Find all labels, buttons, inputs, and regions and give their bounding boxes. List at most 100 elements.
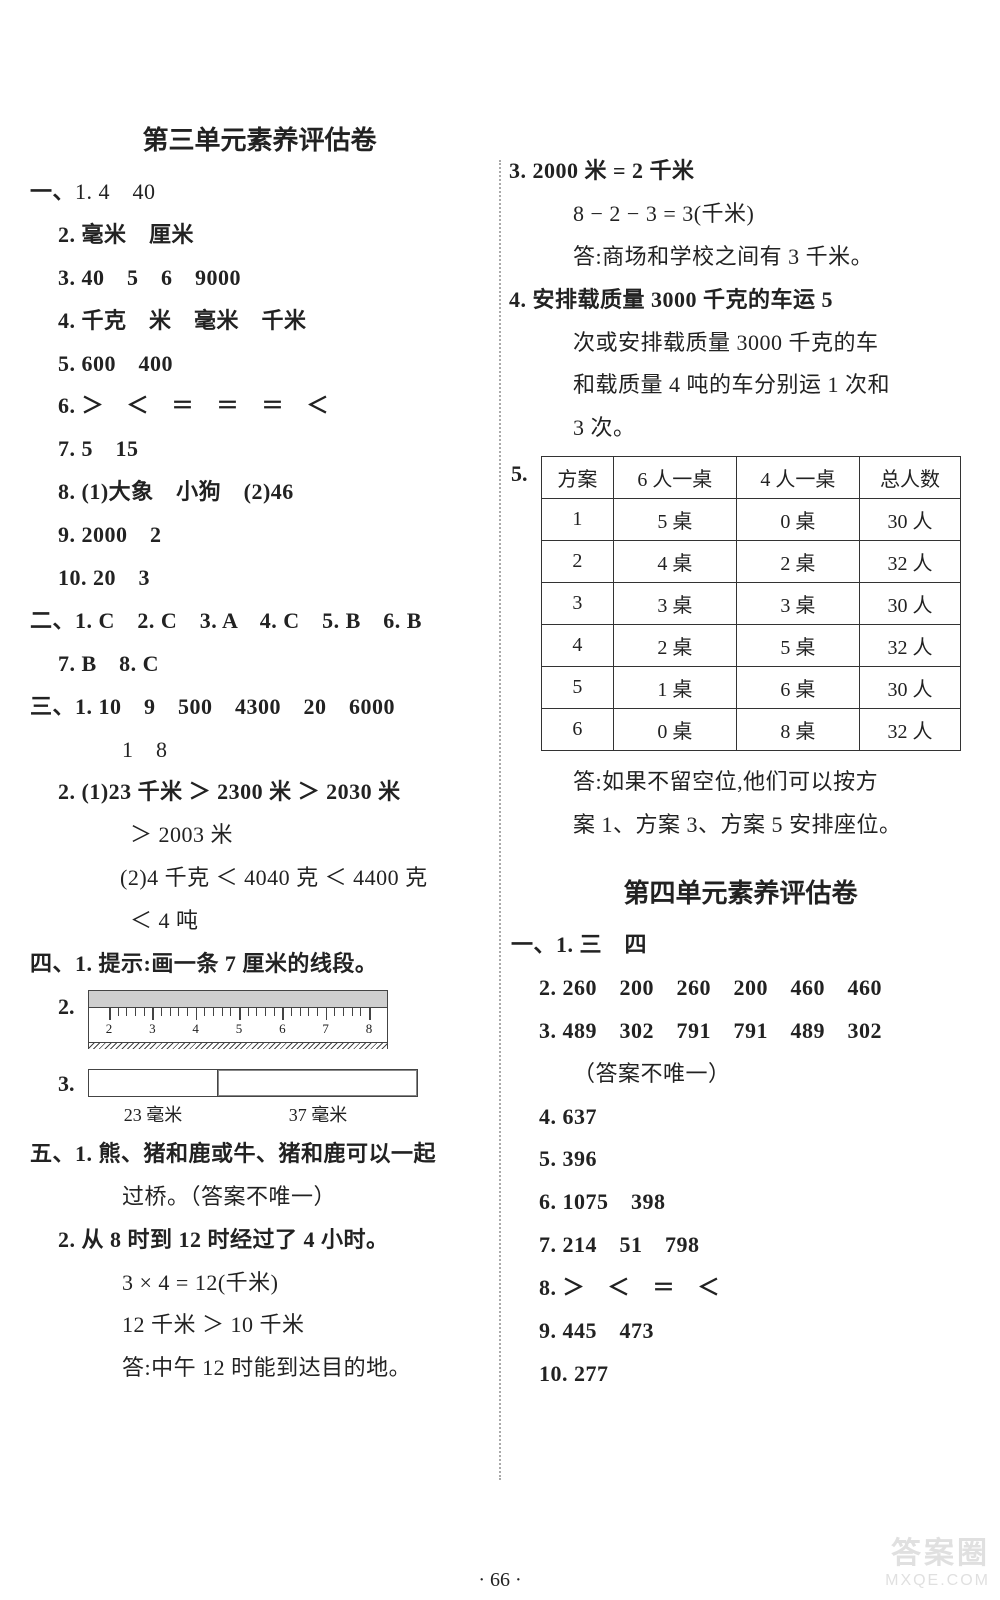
table-header-cell: 总人数: [859, 457, 960, 499]
u3-s1-p4: 4. 千克 米 毫米 千米: [90, 300, 489, 343]
table-row: 42 桌5 桌32 人: [542, 625, 961, 667]
rc-p3c: 答:商场和学校之间有 3 千米。: [573, 236, 970, 279]
rc-p3b: 8 − 2 − 3 = 3(千米): [573, 193, 970, 236]
right-column: 3. 2000 米 = 2 千米 8 − 2 − 3 = 3(千米) 答:商场和…: [501, 40, 980, 1520]
rc-p4d: 3 次。: [573, 407, 970, 450]
table-cell: 2: [542, 541, 614, 583]
table-cell: 1: [542, 499, 614, 541]
u4-p2: 2. 260 200 260 200 460 460: [571, 967, 970, 1010]
ruler-label: 4: [192, 1021, 199, 1037]
u3-s1-p2: 2. 毫米 厘米: [90, 214, 489, 257]
watermark: 答案圈 MXQE.COM: [885, 1528, 990, 1590]
ruler-label: 8: [366, 1021, 373, 1037]
u3-s3-r2c: (2)4 千克 ＜ 4040 克 ＜ 4400 克: [120, 857, 489, 900]
ruler-label: 6: [279, 1021, 286, 1037]
u4-p9: 9. 445 473: [571, 1310, 970, 1353]
table-cell: 6: [542, 709, 614, 751]
u3-s4-p3label: 3.: [58, 1063, 88, 1106]
table-cell: 1 桌: [613, 667, 736, 709]
table-cell: 2 桌: [613, 625, 736, 667]
table-cell: 6 桌: [736, 667, 859, 709]
watermark-line1: 答案圈: [885, 1528, 990, 1572]
u3-s4-p2label: 2.: [58, 986, 88, 1029]
table-cell: 30 人: [859, 583, 960, 625]
table-cell: 32 人: [859, 625, 960, 667]
u3-s5-p1b: 过桥。（答案不唯一）: [122, 1176, 489, 1219]
u3-s3-r2b: ＞ 2003 米: [130, 814, 489, 857]
table-cell: 8 桌: [736, 709, 859, 751]
left-column: 第三单元素养评估卷 一、1. 4 40 2. 毫米 厘米 3. 40 5 6 9…: [20, 40, 499, 1520]
u3-s1-p1: 1. 4 40: [75, 179, 156, 204]
ruler-label: 5: [236, 1021, 243, 1037]
table-cell: 30 人: [859, 667, 960, 709]
u3-s4-p1: 四、1. 提示:画一条 7 厘米的线段。: [62, 943, 489, 986]
table-cell: 3: [542, 583, 614, 625]
table-cell: 5: [542, 667, 614, 709]
u3-s3-r1: 三、1. 10 9 500 4300 20 6000: [62, 686, 489, 729]
u4-p4: 4. 637: [571, 1096, 970, 1139]
ruler-label: 2: [106, 1021, 113, 1037]
ruler-label: 3: [149, 1021, 156, 1037]
u3-s5-p2a: 2. 从 8 时到 12 时经过了 4 小时。: [90, 1219, 489, 1262]
u3-s1-p3: 3. 40 5 6 9000: [90, 257, 489, 300]
u4-p6: 6. 1075 398: [571, 1181, 970, 1224]
table-cell: 3 桌: [736, 583, 859, 625]
u3-s5-p2c: 12 千米 ＞ 10 千米: [122, 1304, 489, 1347]
rc-p3a: 3. 2000 米 = 2 千米: [541, 150, 970, 193]
table-cell: 32 人: [859, 541, 960, 583]
rc-p5label: 5.: [511, 450, 539, 498]
u3-s1-p6: 6. ＞ ＜ ＝ ＝ ＝ ＜: [90, 385, 489, 428]
table-cell: 2 桌: [736, 541, 859, 583]
seg-left-label: 23 毫米: [88, 1101, 218, 1127]
ruler-label: 7: [322, 1021, 329, 1037]
table-cell: 3 桌: [613, 583, 736, 625]
u3-s2-r2: 7. B 8. C: [90, 643, 489, 686]
segment-figure: 23 毫米 37 毫米: [88, 1069, 418, 1127]
table-header-cell: 4 人一桌: [736, 457, 859, 499]
table-cell: 4 桌: [613, 541, 736, 583]
seating-plan-table: 方案6 人一桌4 人一桌总人数15 桌0 桌30 人24 桌2 桌32 人33 …: [541, 456, 961, 751]
table-row: 15 桌0 桌30 人: [542, 499, 961, 541]
watermark-line2: MXQE.COM: [885, 1572, 990, 1590]
table-cell: 5 桌: [613, 499, 736, 541]
page-number: · 66 ·: [0, 1569, 1000, 1592]
u4-p10: 10. 277: [571, 1353, 970, 1396]
u3-s1-p7: 7. 5 15: [90, 428, 489, 471]
u3-s5-p1: 五、1. 熊、猪和鹿或牛、猪和鹿可以一起: [62, 1133, 489, 1176]
rc-p4b: 次或安排载质量 3000 千克的车: [573, 322, 970, 365]
rc-p4a: 4. 安排载质量 3000 千克的车运 5: [541, 279, 970, 322]
u4-p3: 3. 489 302 791 791 489 302: [571, 1010, 970, 1053]
u3-s2-r1: 二、1. C 2. C 3. A 4. C 5. B 6. B: [62, 600, 489, 643]
u3-s1-p8: 8. (1)大象 小狗 (2)46: [90, 471, 489, 514]
u4-p7: 7. 214 51 798: [571, 1224, 970, 1267]
table-row: 60 桌8 桌32 人: [542, 709, 961, 751]
u3-s5-p2b: 3 × 4 = 12(千米): [122, 1262, 489, 1305]
u3-s1-lead: 一、1. 4 40: [62, 171, 489, 214]
table-cell: 4: [542, 625, 614, 667]
table-cell: 0 桌: [736, 499, 859, 541]
table-row: 33 桌3 桌30 人: [542, 583, 961, 625]
u3-s3-r2a: 2. (1)23 千米 ＞ 2300 米 ＞ 2030 米: [90, 771, 489, 814]
table-cell: 32 人: [859, 709, 960, 751]
table-row: 24 桌2 桌32 人: [542, 541, 961, 583]
u3-s3-r1b: 1 8: [122, 729, 489, 772]
rc-p5ans1: 答:如果不留空位,他们可以按方: [573, 761, 970, 804]
seg-right-label: 37 毫米: [218, 1101, 418, 1127]
u3-s5-p2d: 答:中午 12 时能到达目的地。: [122, 1347, 489, 1390]
u3-s1-p5: 5. 600 400: [90, 343, 489, 386]
table-header-cell: 6 人一桌: [613, 457, 736, 499]
rc-p5ans2: 案 1、方案 3、方案 5 安排座位。: [573, 804, 970, 847]
unit4-title: 第四单元素养评估卷: [511, 873, 970, 910]
table-cell: 5 桌: [736, 625, 859, 667]
rc-p4c: 和载质量 4 吨的车分别运 1 次和: [573, 364, 970, 407]
u3-s1-p10: 10. 20 3: [90, 557, 489, 600]
table-cell: 30 人: [859, 499, 960, 541]
unit3-title: 第三单元素养评估卷: [30, 120, 489, 157]
table-header-cell: 方案: [542, 457, 614, 499]
u4-p5: 5. 396: [571, 1138, 970, 1181]
ruler-figure: 2 3 4 5 6 7 8: [88, 990, 388, 1049]
u4-p1: 一、1. 三 四: [543, 924, 970, 967]
u4-p8: 8. ＞ ＜ ＝ ＜: [571, 1267, 970, 1310]
table-row: 51 桌6 桌30 人: [542, 667, 961, 709]
u3-s1-p9: 9. 2000 2: [90, 514, 489, 557]
